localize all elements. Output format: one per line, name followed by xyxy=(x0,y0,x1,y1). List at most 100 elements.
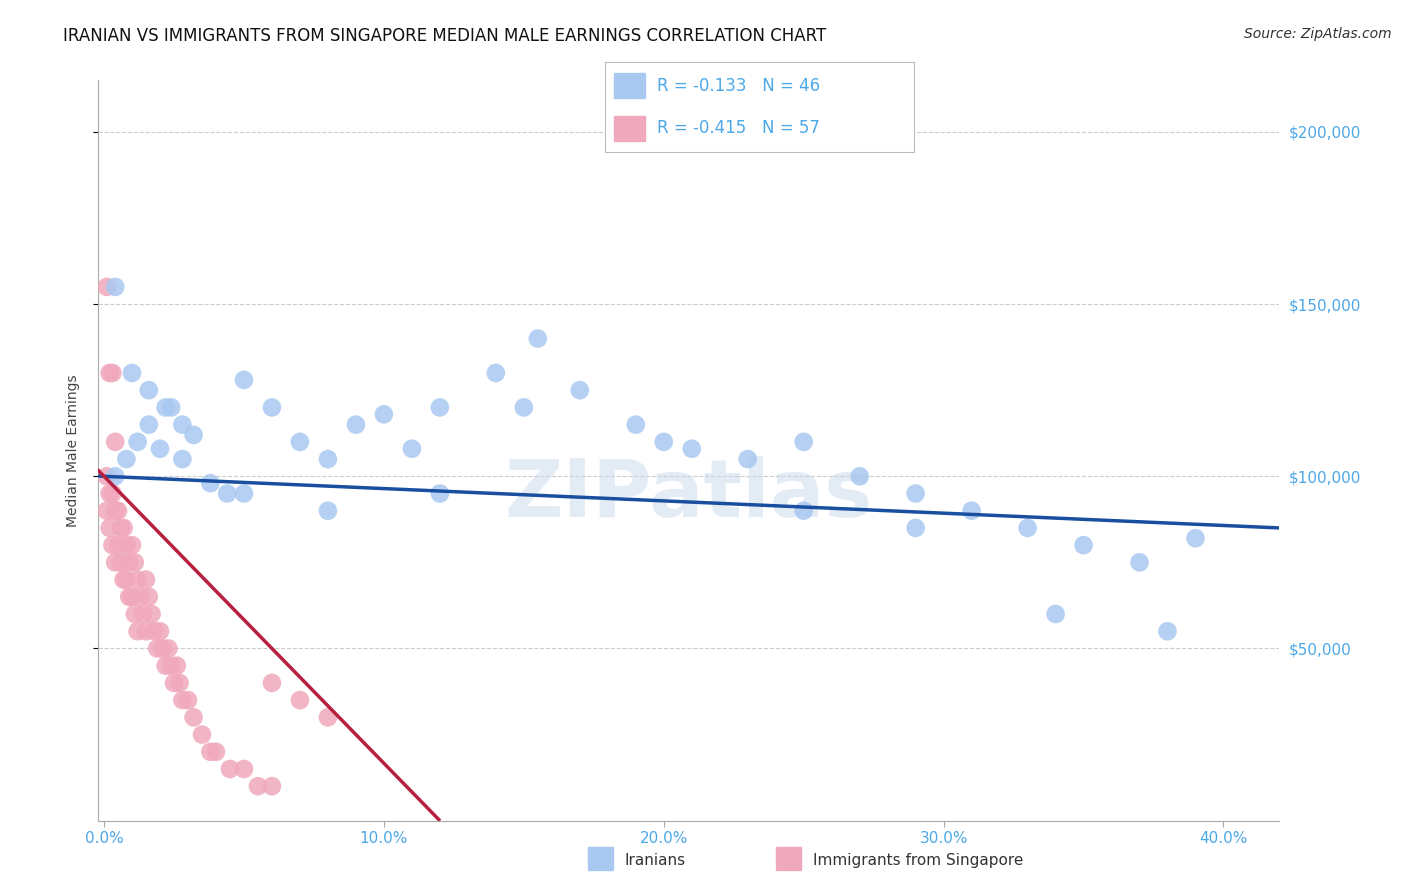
Text: Iranians: Iranians xyxy=(624,853,685,868)
Text: Immigrants from Singapore: Immigrants from Singapore xyxy=(813,853,1024,868)
Point xyxy=(246,779,269,793)
Point xyxy=(104,280,127,294)
Point xyxy=(112,521,135,535)
Point xyxy=(904,486,927,500)
Point xyxy=(344,417,367,432)
Point xyxy=(163,676,186,690)
Point xyxy=(96,504,118,518)
Point xyxy=(132,607,155,621)
Point xyxy=(166,658,188,673)
Point xyxy=(98,486,121,500)
Point xyxy=(200,745,222,759)
Point xyxy=(121,590,143,604)
Point xyxy=(101,366,124,380)
Point xyxy=(115,452,138,467)
Point xyxy=(138,383,160,397)
Point xyxy=(1156,624,1178,639)
Point xyxy=(104,504,127,518)
Point xyxy=(172,417,194,432)
Point xyxy=(138,417,160,432)
Point xyxy=(904,521,927,535)
Point xyxy=(200,476,222,491)
Point xyxy=(191,727,214,741)
Point xyxy=(568,383,591,397)
Point xyxy=(183,428,205,442)
Point xyxy=(149,624,172,639)
Text: R = -0.133   N = 46: R = -0.133 N = 46 xyxy=(657,77,820,95)
Point xyxy=(160,401,183,415)
Point xyxy=(124,607,146,621)
Point xyxy=(115,538,138,552)
Point xyxy=(110,555,132,569)
Point xyxy=(260,676,283,690)
Point xyxy=(155,658,177,673)
Point xyxy=(127,573,149,587)
Point xyxy=(260,401,283,415)
Point xyxy=(98,366,121,380)
Point xyxy=(652,434,675,449)
Point xyxy=(127,624,149,639)
Point xyxy=(316,504,339,518)
Point xyxy=(233,486,256,500)
Text: Source: ZipAtlas.com: Source: ZipAtlas.com xyxy=(1244,27,1392,41)
Point xyxy=(513,401,536,415)
Point xyxy=(127,434,149,449)
Point xyxy=(149,442,172,456)
Point xyxy=(104,555,127,569)
Bar xyxy=(614,116,645,141)
Point xyxy=(1073,538,1095,552)
Point xyxy=(737,452,759,467)
Point xyxy=(183,710,205,724)
Point xyxy=(143,624,166,639)
Point xyxy=(107,538,129,552)
Point xyxy=(101,538,124,552)
Point xyxy=(373,407,395,421)
Text: ZIPatlas: ZIPatlas xyxy=(505,456,873,534)
Point xyxy=(96,280,118,294)
Point xyxy=(110,521,132,535)
Text: R = -0.415   N = 57: R = -0.415 N = 57 xyxy=(657,120,820,137)
Point xyxy=(160,658,183,673)
Point xyxy=(118,590,141,604)
Point xyxy=(135,624,157,639)
Text: IRANIAN VS IMMIGRANTS FROM SINGAPORE MEDIAN MALE EARNINGS CORRELATION CHART: IRANIAN VS IMMIGRANTS FROM SINGAPORE MED… xyxy=(63,27,827,45)
Point xyxy=(233,762,256,776)
Point xyxy=(1045,607,1067,621)
Point xyxy=(681,442,703,456)
Point xyxy=(141,607,163,621)
Point xyxy=(104,469,127,483)
Point xyxy=(177,693,200,707)
Point xyxy=(172,693,194,707)
Point xyxy=(96,469,118,483)
Point xyxy=(115,573,138,587)
Point xyxy=(135,573,157,587)
Point xyxy=(155,401,177,415)
Point xyxy=(217,486,239,500)
Point xyxy=(121,366,143,380)
Point xyxy=(288,434,311,449)
Point xyxy=(98,521,121,535)
Point xyxy=(960,504,983,518)
Point xyxy=(138,590,160,604)
Point xyxy=(118,555,141,569)
Point xyxy=(429,401,451,415)
Point xyxy=(219,762,242,776)
Point xyxy=(624,417,647,432)
Point xyxy=(129,590,152,604)
Point xyxy=(172,452,194,467)
Point xyxy=(104,434,127,449)
Point xyxy=(124,555,146,569)
Point xyxy=(848,469,870,483)
Point xyxy=(146,641,169,656)
Point xyxy=(101,486,124,500)
Point xyxy=(527,332,550,346)
Point xyxy=(205,745,228,759)
Point xyxy=(288,693,311,707)
Point xyxy=(793,504,815,518)
Point xyxy=(793,434,815,449)
Point xyxy=(112,573,135,587)
Point xyxy=(157,641,180,656)
Point xyxy=(429,486,451,500)
Point xyxy=(260,779,283,793)
Point xyxy=(1017,521,1039,535)
